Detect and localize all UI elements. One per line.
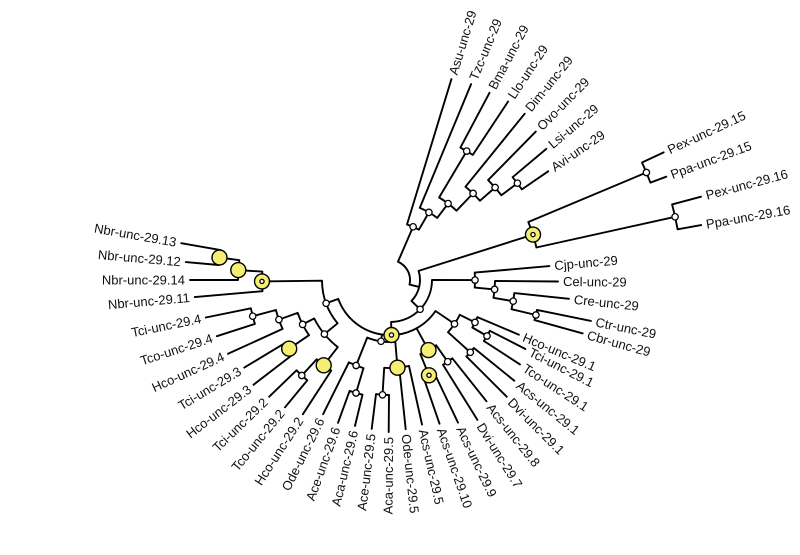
node-marker-white xyxy=(443,357,452,366)
node-marker-yellow xyxy=(315,357,332,374)
node-marker-yellow xyxy=(230,261,247,279)
taxon-label: Nbr-unc-29.13 xyxy=(93,221,177,250)
node-marker-white xyxy=(322,299,330,308)
node-marker-yellow xyxy=(420,341,437,359)
taxon-label: Cre-unc-29 xyxy=(573,292,639,314)
node-marker-white xyxy=(466,348,475,357)
node-marker-white xyxy=(671,212,679,221)
taxon-label: Nbr-unc-29.11 xyxy=(107,290,190,312)
node-marker-white xyxy=(377,337,385,346)
node-marker-white xyxy=(483,332,491,340)
node-marker-white xyxy=(491,183,499,192)
node-marker-yellow-dot xyxy=(383,326,400,344)
node-marker-yellow-dot xyxy=(420,367,438,384)
taxon-label: Nbr-unc-29.12 xyxy=(97,247,181,269)
taxon-label: Ode-unc-29.5 xyxy=(399,433,422,514)
node-marker-white xyxy=(378,390,387,399)
taxon-label: Cel-unc-29 xyxy=(563,274,627,290)
node-marker-yellow-dot xyxy=(524,226,542,243)
node-marker-yellow xyxy=(211,249,228,266)
node-marker-white xyxy=(248,312,257,321)
node-marker-white xyxy=(298,320,307,329)
node-marker-white xyxy=(490,285,499,294)
node-marker-white xyxy=(297,371,306,380)
node-marker-white xyxy=(320,330,329,338)
node-marker-white xyxy=(425,208,433,217)
node-marker-white xyxy=(275,315,283,324)
node-marker-white xyxy=(352,361,360,370)
node-marker-white xyxy=(450,320,459,328)
node-marker-yellow-dot xyxy=(253,273,271,290)
taxon-label: Cjp-unc-29 xyxy=(554,253,619,273)
node-marker-white xyxy=(471,318,479,327)
node-marker-white xyxy=(469,189,477,198)
taxon-label: Ppa-unc-29.16 xyxy=(705,202,792,232)
node-marker-white xyxy=(444,199,452,208)
node-marker-white xyxy=(509,297,518,306)
taxon-label: Nbr-unc-29.14 xyxy=(102,273,185,288)
node-marker-yellow xyxy=(281,340,298,357)
node-marker-white xyxy=(416,305,424,314)
node-marker-white xyxy=(642,168,651,177)
node-marker-white xyxy=(409,222,417,231)
node-marker-white xyxy=(532,311,540,319)
node-marker-white xyxy=(352,389,360,397)
taxon-label: Pex-unc-29.16 xyxy=(704,166,790,202)
taxon-label: Aca-unc-29.5 xyxy=(380,437,396,514)
node-marker-yellow xyxy=(389,359,406,376)
tree-branches xyxy=(180,78,703,433)
node-marker-white xyxy=(471,276,479,284)
node-marker-white xyxy=(513,179,522,188)
node-marker-white xyxy=(462,147,471,155)
